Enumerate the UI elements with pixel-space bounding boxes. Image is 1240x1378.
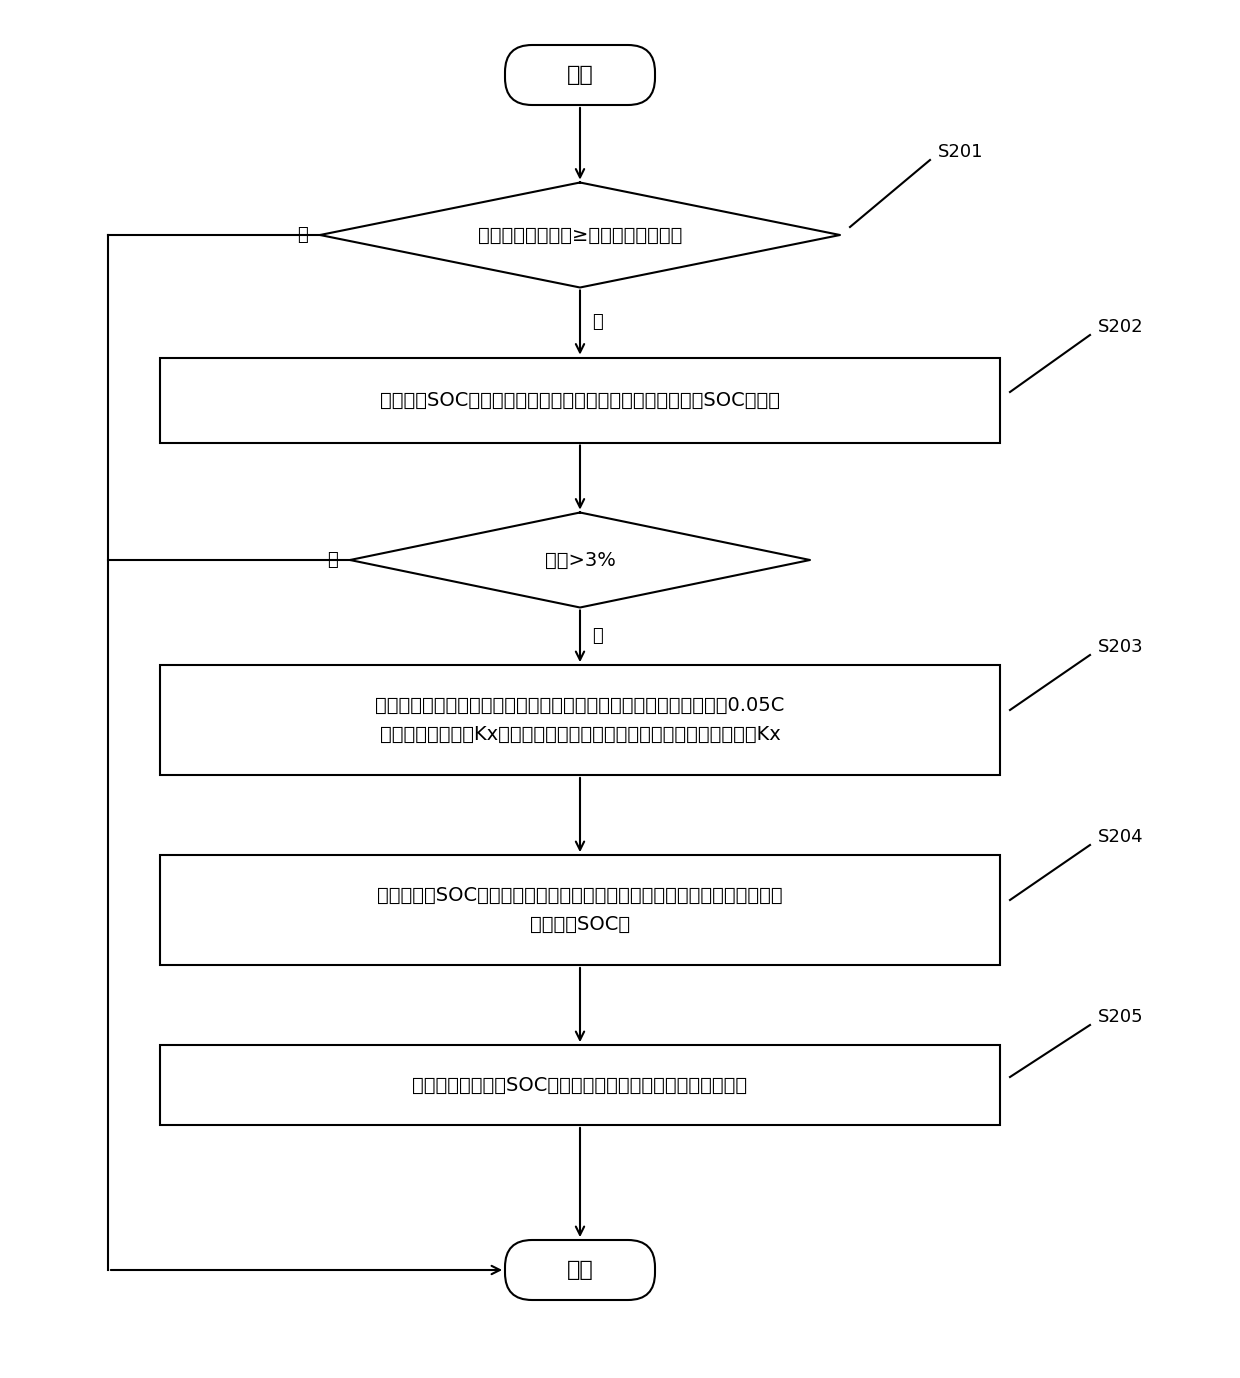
Text: 进入机柜SOC偏差校准后，检测所有机柜之间的最大和最小SOC的差值: 进入机柜SOC偏差校准后，检测所有机柜之间的最大和最小SOC的差值 [379,390,780,409]
Text: S203: S203 [1097,638,1143,656]
Bar [160,1045,999,1124]
Text: 差值>3%: 差值>3% [544,550,615,569]
Text: 是: 是 [591,314,603,332]
Text: S204: S204 [1097,828,1143,846]
Text: 否: 否 [327,551,339,569]
Text: 读取每个并联机柜的充放电容量，如果每个机柜的充放电容量都大于0.05C
满足计算校准系数Kx的条件，由读取的充放电容量来计算得到校准系数Kx: 读取每个并联机柜的充放电容量，如果每个机柜的充放电容量都大于0.05C 满足计算… [376,696,785,744]
Text: S202: S202 [1097,318,1143,336]
Text: 是: 是 [591,627,603,645]
Bar [160,357,999,442]
Text: 结束: 结束 [567,1259,594,1280]
Text: S205: S205 [1097,1007,1143,1027]
Bar [160,666,999,774]
Text: 由各机柜的SOC值、电芯温度和电芯电压通过查表来计算得到此时的储能系
统的总的SOC值: 由各机柜的SOC值、电芯温度和电芯电压通过查表来计算得到此时的储能系 统的总的S… [377,886,782,934]
Text: 开始: 开始 [567,65,594,85]
Text: 高压上电机柜数量≥低压在线机柜数量: 高压上电机柜数量≥低压在线机柜数量 [477,226,682,244]
Text: 将计算得到的校准SOC值提供给储能系统的控制装置运行使用: 将计算得到的校准SOC值提供给储能系统的控制装置运行使用 [413,1075,748,1094]
Text: S201: S201 [937,143,983,161]
Bar [160,854,999,965]
Text: 否: 否 [298,226,308,244]
FancyBboxPatch shape [505,45,655,105]
FancyBboxPatch shape [505,1240,655,1299]
